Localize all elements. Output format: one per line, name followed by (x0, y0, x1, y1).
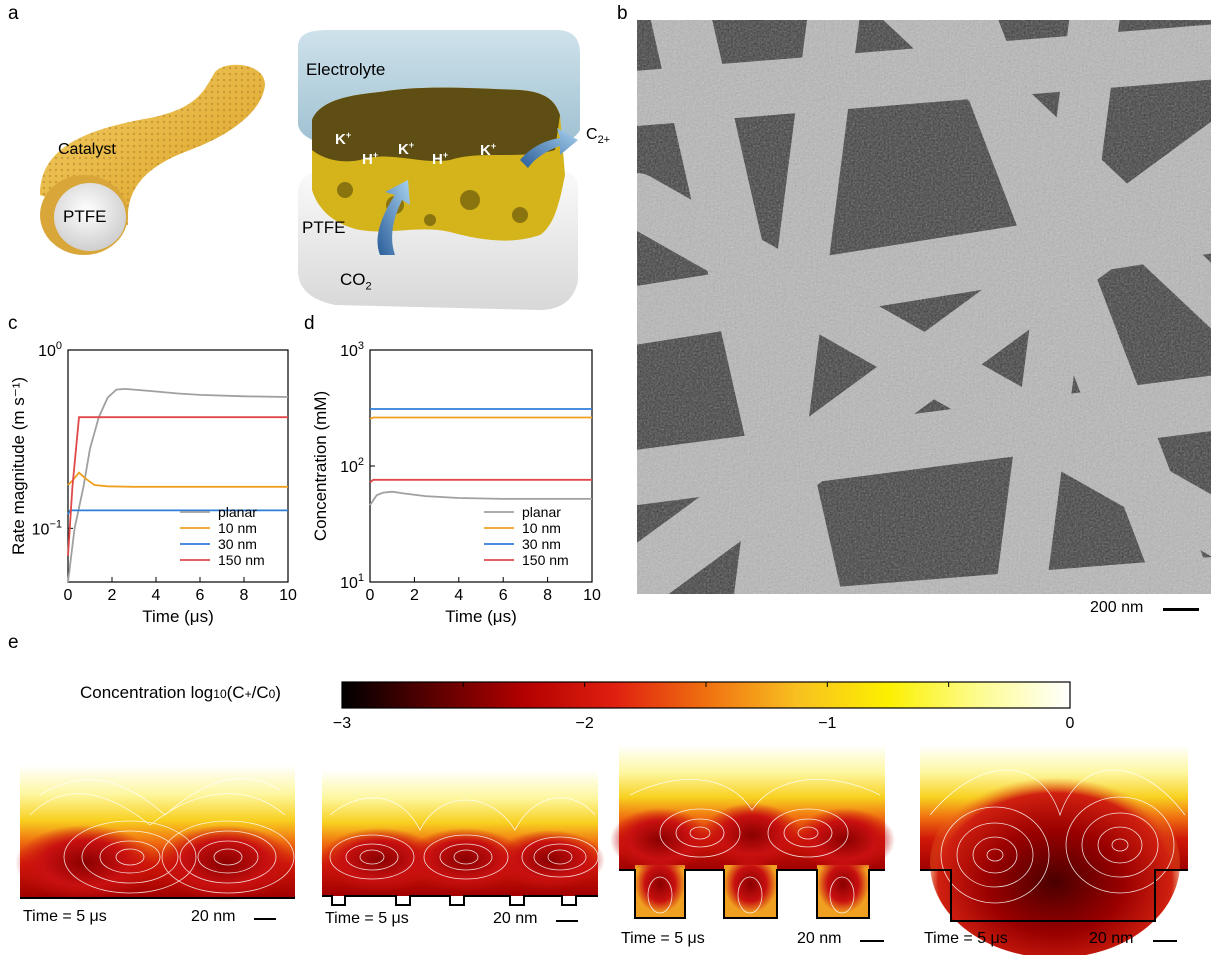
x-tick-label: 6 (196, 587, 205, 604)
concentration-map-150nm (920, 745, 1188, 955)
y-tick-label: 101 (340, 572, 364, 592)
x-axis-label: Time (μs) (142, 607, 214, 626)
series-line-150-nm (369, 478, 592, 484)
c2-outflow-arrow (520, 128, 578, 168)
colorbar-tick-label: −3 (333, 715, 351, 732)
panel-label-c: c (8, 313, 18, 334)
legend-label: 150 nm (218, 552, 265, 568)
co2-inflow-arrow (377, 180, 410, 255)
colorbar-tick-label: 0 (1066, 715, 1075, 732)
y-tick-label: 100 (38, 340, 62, 360)
map-2-scale-bar (556, 920, 578, 922)
ptfe-block-label: PTFE (302, 218, 346, 237)
series-line-150-nm (67, 416, 288, 556)
ion-labels: K+ H+ K+ H+ K+ (335, 130, 496, 168)
concentration-map-30nm (610, 745, 895, 919)
legend-label: planar (522, 504, 561, 520)
sem-scale-bar (1163, 608, 1199, 611)
map-1-scale-bar (254, 918, 276, 920)
x-tick-label: 0 (64, 587, 73, 604)
y-axis-label: Rate magnitude (m s⁻¹) (9, 377, 28, 555)
series-line-10-nm (369, 416, 592, 420)
colorbar-tick-label: −1 (818, 715, 836, 732)
panel-label-d: d (304, 313, 315, 334)
electrolyte-label: Electrolyte (306, 60, 386, 79)
x-tick-label: 10 (583, 587, 601, 604)
series-line-planar (369, 490, 592, 506)
sem-micrograph (637, 20, 1211, 594)
legend-label: 30 nm (218, 536, 257, 552)
x-tick-label: 8 (240, 587, 249, 604)
y-tick-label: 103 (340, 340, 364, 360)
map-4-scale-label: 20 nm (1089, 930, 1134, 947)
legend-label: 150 nm (522, 552, 569, 568)
map-2-scale-label: 20 nm (493, 910, 538, 927)
legend-label: planar (218, 504, 257, 520)
legend-label: 10 nm (522, 520, 561, 536)
ion-label: H+ (362, 150, 378, 168)
map-4-scale-bar (1153, 940, 1177, 942)
x-tick-label: 6 (499, 587, 508, 604)
ptfe-core-disc (54, 183, 126, 251)
x-tick-label: 4 (454, 587, 463, 604)
chart-rate-magnitude: 0 2 4 6 8 10 100 10−1 Time (μs) Rate magnitude (m… (9, 340, 297, 626)
ptfe-core-label: PTFE (63, 207, 107, 226)
x-tick-label: 0 (366, 587, 375, 604)
catalyst-label: Catalyst (58, 141, 116, 158)
panel-label-b: b (617, 3, 628, 24)
series-line-10-nm (67, 471, 288, 488)
ion-label: K+ (480, 141, 496, 159)
ion-label: K+ (398, 140, 414, 158)
concentration-maps (15, 745, 1188, 955)
y-tick-label: 102 (340, 456, 364, 476)
map-3-time-label: Time = 5 μs (621, 930, 705, 947)
map-3-scale-label: 20 nm (797, 930, 842, 947)
ion-label: K+ (335, 130, 351, 148)
colorbar-label: Concentration log10(C+/C0) (80, 683, 281, 702)
catalyst-coated-fiber (40, 64, 265, 255)
colorbar: −3 −2 −1 0 (333, 681, 1075, 732)
x-tick-label: 2 (410, 587, 419, 604)
ion-label: H+ (432, 150, 448, 168)
x-axis-label: Time (μs) (445, 607, 517, 626)
map-3-scale-bar (860, 940, 884, 942)
electrode-cross-section (298, 30, 580, 310)
panel-label-a: a (8, 3, 19, 24)
chart-concentration: 0 2 4 6 8 10 103 102 101 Time (μs) Concentration (… (311, 340, 601, 626)
series-line-planar (67, 387, 289, 583)
co2-label: CO2 (340, 270, 372, 293)
y-axis-label: Concentration (mM) (311, 391, 330, 541)
x-tick-label: 4 (152, 587, 161, 604)
x-tick-label: 2 (108, 587, 117, 604)
map-1-time-label: Time = 5 μs (23, 908, 107, 925)
map-4-time-label: Time = 5 μs (924, 930, 1008, 947)
concentration-map-10nm (320, 770, 605, 906)
c2-product-label: C2+ (586, 126, 611, 147)
map-1-scale-label: 20 nm (191, 908, 236, 925)
concentration-map-planar (15, 765, 295, 901)
panel-label-e: e (8, 632, 19, 653)
panel-a-illustration: K+ H+ K+ H+ K+ (40, 30, 580, 310)
legend-label: 10 nm (218, 520, 257, 536)
x-tick-label: 10 (279, 587, 297, 604)
map-2-time-label: Time = 5 μs (325, 910, 409, 927)
x-tick-label: 8 (543, 587, 552, 604)
colorbar-tick-label: −2 (576, 715, 594, 732)
sem-scale-bar-label: 200 nm (1090, 599, 1144, 616)
plot-frame (67, 349, 289, 583)
legend-label: 30 nm (522, 536, 561, 552)
y-tick-label: 10−1 (32, 518, 62, 538)
